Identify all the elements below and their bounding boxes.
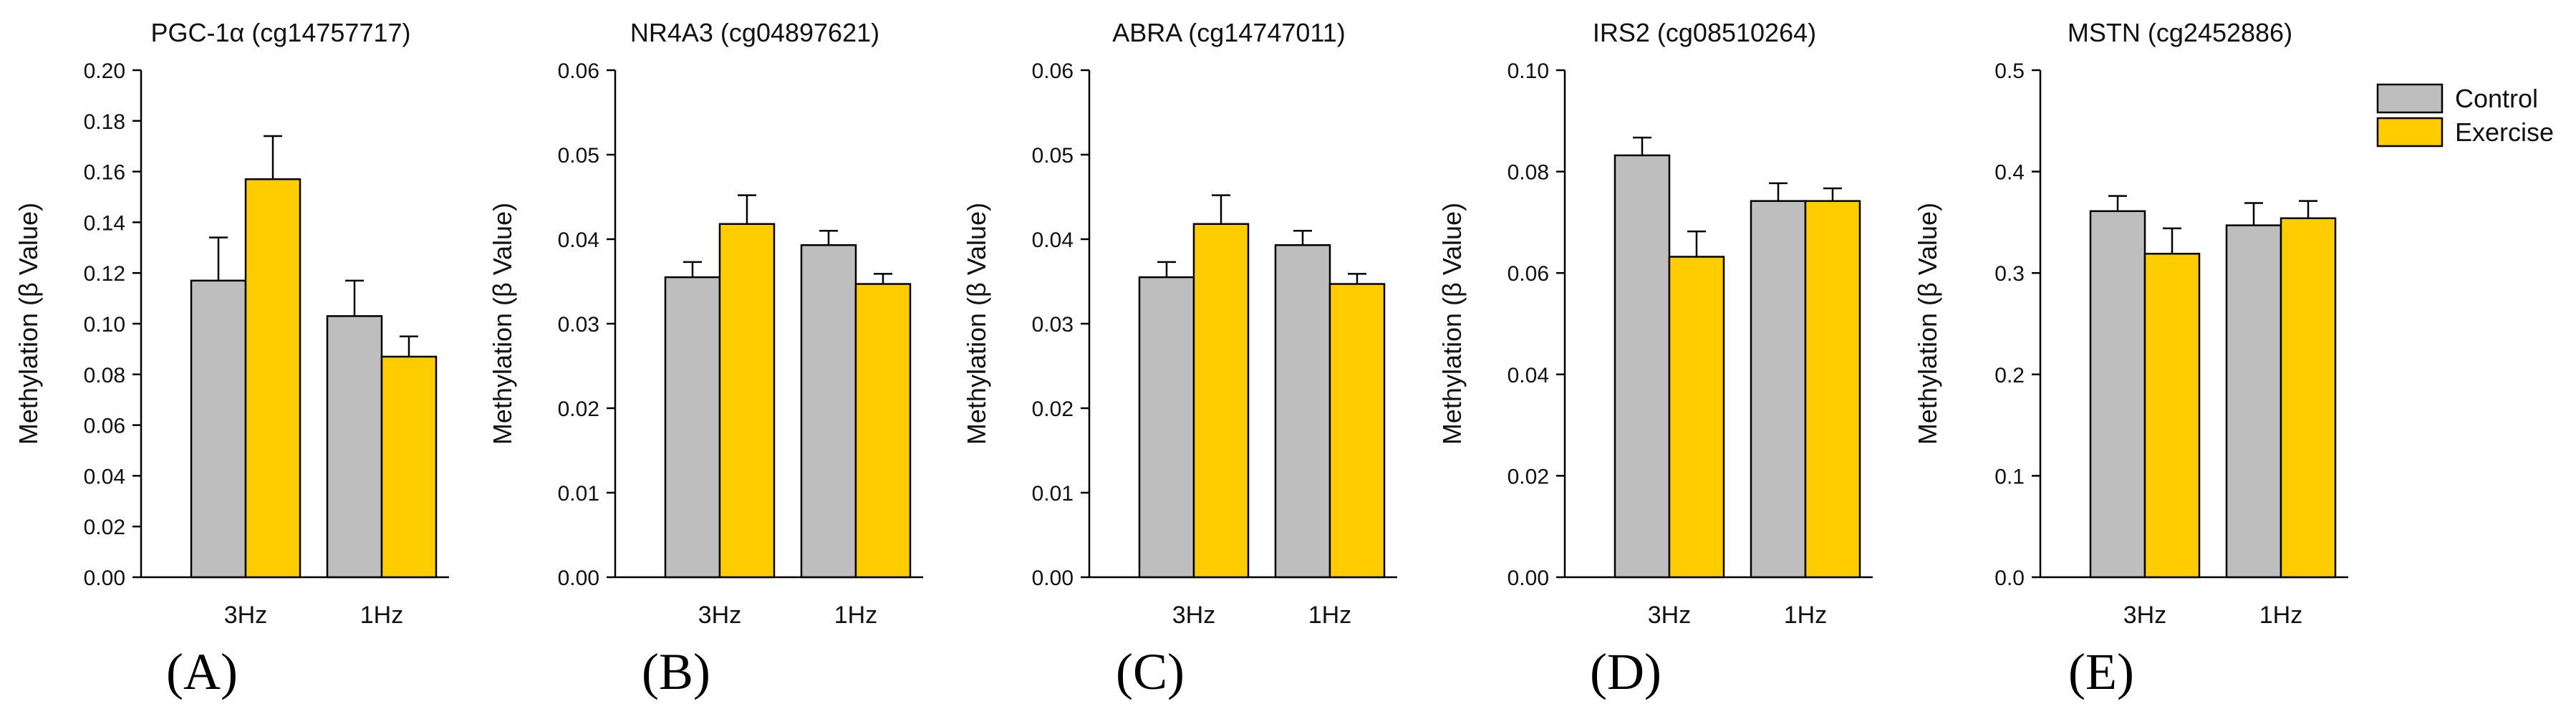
bar-exercise-3hz bbox=[1668, 256, 1725, 579]
x-tick-label: 3Hz bbox=[698, 602, 741, 629]
chart-title: IRS2 (cg08510264) bbox=[1593, 18, 1816, 47]
x-tick-label: 3Hz bbox=[2123, 602, 2166, 629]
y-tick-label: 0.10 bbox=[84, 313, 125, 337]
panel-label: (C) bbox=[1116, 643, 1185, 700]
chart-panel-5: 0.0 0.1 0.2 0.3 0.4 0.5 MSTN (cg2452886) Methyl… bbox=[1913, 18, 2348, 700]
y-tick-label: 0.04 bbox=[558, 228, 599, 252]
bar-control-3hz bbox=[1138, 276, 1195, 579]
bar-control-1hz bbox=[800, 244, 857, 579]
y-tick-label: 0.00 bbox=[558, 566, 599, 590]
y-tick-label: 0.08 bbox=[1508, 161, 1549, 185]
y-tick-label: 0.18 bbox=[84, 110, 125, 134]
legend-swatch-exercise bbox=[2376, 117, 2444, 148]
y-tick-label: 0.01 bbox=[1032, 482, 1074, 506]
y-tick-label: 0.4 bbox=[1994, 161, 2025, 185]
bar-control-3hz bbox=[190, 279, 247, 579]
y-tick-label: 0.01 bbox=[558, 482, 599, 506]
chart-title: ABRA (cg14747011) bbox=[1112, 18, 1346, 47]
x-tick-label: 3Hz bbox=[1648, 602, 1691, 629]
y-tick-label: 0.06 bbox=[1032, 59, 1074, 83]
bar-control-1hz bbox=[1750, 200, 1807, 579]
y-tick-label: 0.04 bbox=[84, 465, 125, 488]
y-axis-title: Methylation (β Value) bbox=[962, 203, 991, 445]
y-tick-label: 0.14 bbox=[84, 211, 125, 235]
panel-label: (E) bbox=[2068, 643, 2134, 700]
y-tick-label: 0.16 bbox=[84, 161, 125, 185]
y-axis-title: Methylation (β Value) bbox=[1913, 203, 1942, 445]
bar-exercise-3hz bbox=[2143, 253, 2201, 579]
bar-exercise-3hz bbox=[718, 223, 776, 579]
bar-exercise-1hz bbox=[854, 283, 912, 579]
y-tick-label: 0.06 bbox=[1508, 262, 1549, 286]
y-tick-label: 0.5 bbox=[1994, 59, 2025, 83]
bar-control-3hz bbox=[664, 276, 721, 579]
y-axis-title: Methylation (β Value) bbox=[14, 203, 43, 445]
y-tick-label: 0.2 bbox=[1994, 364, 2025, 387]
legend-label-exercise: Exercise bbox=[2455, 117, 2554, 147]
chart-panel-4: 0.00 0.02 0.04 0.06 0.08 0.10 IRS2 (cg08510264… bbox=[1437, 18, 1873, 700]
y-tick-label: 0.00 bbox=[84, 566, 125, 590]
x-tick-label: 1Hz bbox=[834, 602, 877, 629]
bar-control-1hz bbox=[1274, 244, 1331, 579]
y-tick-label: 0.00 bbox=[1032, 566, 1074, 590]
y-axis-title: Methylation (β Value) bbox=[488, 203, 517, 445]
bar-exercise-1hz bbox=[380, 355, 438, 579]
y-tick-label: 0.06 bbox=[84, 415, 125, 438]
x-tick-label: 1Hz bbox=[1784, 602, 1827, 629]
y-tick-label: 0.02 bbox=[558, 397, 599, 421]
bar-exercise-1hz bbox=[1804, 200, 1861, 579]
y-tick-label: 0.06 bbox=[558, 59, 599, 83]
panel-label: (B) bbox=[642, 643, 710, 700]
bar-control-1hz bbox=[2225, 224, 2282, 579]
x-tick-label: 3Hz bbox=[1172, 602, 1215, 629]
y-tick-label: 0.10 bbox=[1508, 59, 1549, 83]
y-tick-label: 0.02 bbox=[1508, 465, 1549, 488]
bar-exercise-1hz bbox=[2280, 217, 2337, 579]
legend-label-control: Control bbox=[2455, 84, 2538, 113]
y-tick-label: 0.03 bbox=[1032, 313, 1074, 337]
y-tick-label: 0.02 bbox=[84, 516, 125, 539]
x-tick-label: 1Hz bbox=[2259, 602, 2302, 629]
chart-title: MSTN (cg2452886) bbox=[2068, 18, 2292, 47]
x-tick-label: 1Hz bbox=[360, 602, 403, 629]
x-tick-label: 3Hz bbox=[224, 602, 267, 629]
y-tick-label: 0.3 bbox=[1994, 262, 2025, 286]
y-tick-label: 0.03 bbox=[558, 313, 599, 337]
y-tick-label: 0.0 bbox=[1994, 566, 2025, 590]
panel-label: (D) bbox=[1590, 643, 1661, 700]
legend: Control Exercise bbox=[2376, 83, 2554, 148]
chart-panel-3: 0.00 0.01 0.02 0.03 0.04 0.05 0.06 ABRA (cg1474… bbox=[962, 18, 1397, 700]
chart-title: PGC-1α (cg14757717) bbox=[150, 18, 410, 47]
y-tick-label: 0.20 bbox=[84, 59, 125, 83]
y-axis-title: Methylation (β Value) bbox=[1437, 203, 1467, 445]
chart-panel-2: 0.00 0.01 0.02 0.03 0.04 0.05 0.06 NR4A3 (cg048… bbox=[488, 18, 923, 700]
x-tick-label: 1Hz bbox=[1308, 602, 1351, 629]
chart-panel-1: 0.00 0.02 0.04 0.06 0.08 0.10 0.12 0.14 0.16 0.18… bbox=[14, 18, 449, 700]
y-tick-label: 0.1 bbox=[1994, 465, 2025, 488]
panel-label: (A) bbox=[166, 643, 238, 700]
y-tick-label: 0.02 bbox=[1032, 397, 1074, 421]
y-tick-label: 0.04 bbox=[1508, 364, 1549, 387]
y-tick-label: 0.05 bbox=[1032, 144, 1074, 168]
bar-exercise-1hz bbox=[1328, 283, 1386, 579]
bar-control-1hz bbox=[326, 315, 383, 579]
bar-exercise-3hz bbox=[244, 178, 302, 579]
bar-control-3hz bbox=[1613, 154, 1671, 579]
bar-exercise-3hz bbox=[1192, 223, 1250, 579]
y-tick-label: 0.12 bbox=[84, 262, 125, 286]
chart-title: NR4A3 (cg04897621) bbox=[630, 18, 879, 47]
y-tick-label: 0.00 bbox=[1508, 566, 1549, 590]
y-tick-label: 0.08 bbox=[84, 364, 125, 387]
y-tick-label: 0.04 bbox=[1032, 228, 1074, 252]
legend-swatch-control bbox=[2376, 83, 2444, 114]
y-tick-label: 0.05 bbox=[558, 144, 599, 168]
bar-control-3hz bbox=[2089, 210, 2146, 579]
